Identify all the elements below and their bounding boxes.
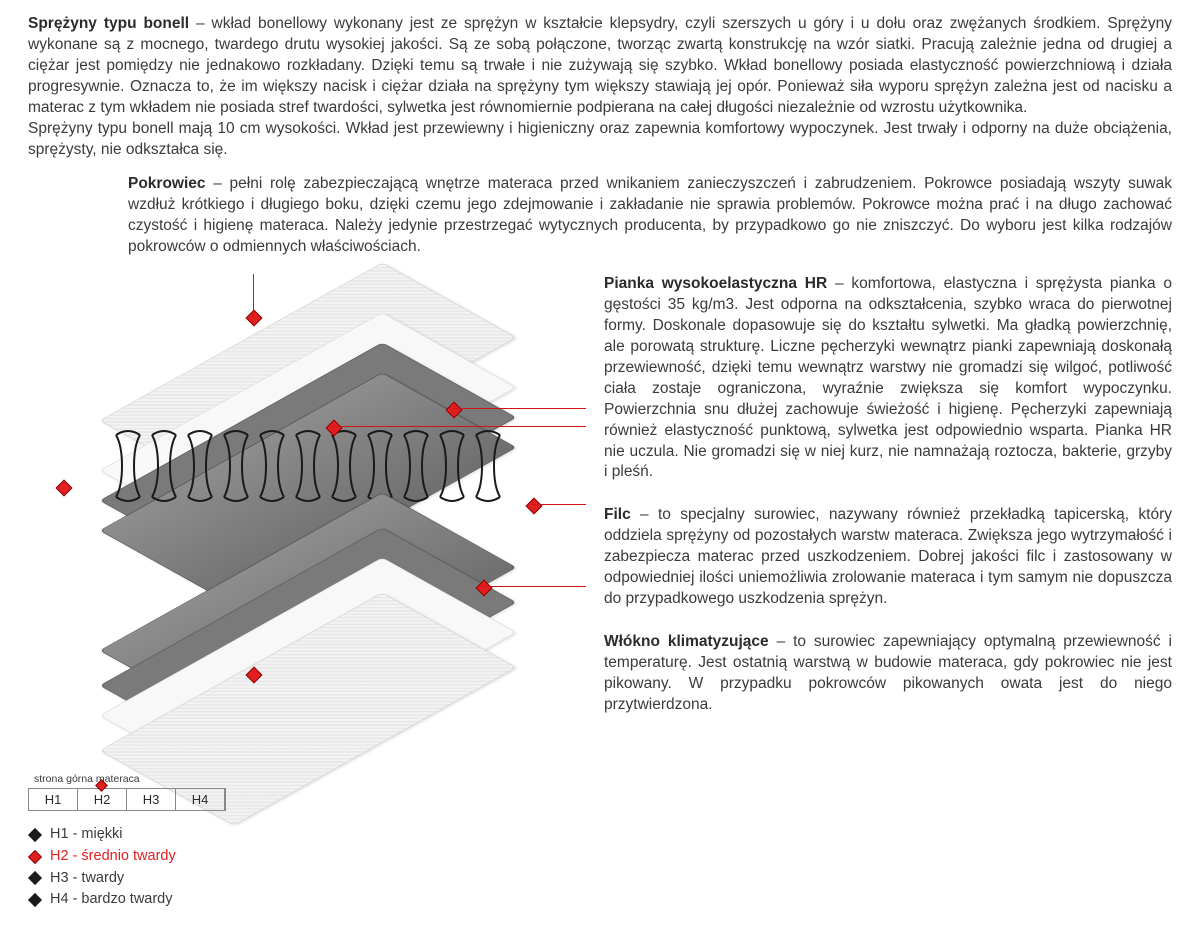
bonell-text-1: – wkład bonellowy wykonany jest ze spręż… bbox=[28, 15, 1172, 116]
pianka-title: Pianka wysokoelastyczna HR bbox=[604, 275, 827, 292]
diagram-marker-4 bbox=[526, 498, 543, 515]
hardness-cell-h1: H1 bbox=[29, 789, 78, 811]
pokrowiec-text: – pełni rolę zabezpieczającą wnętrze mat… bbox=[128, 175, 1172, 255]
bonell-title: Sprężyny typu bonell bbox=[28, 15, 189, 32]
pokrowiec-title: Pokrowiec bbox=[128, 175, 206, 192]
leader-line-1 bbox=[332, 426, 586, 427]
wlokno-title: Włókno klimatyzujące bbox=[604, 633, 769, 650]
hardness-item-label: H4 - bardzo twardy bbox=[50, 890, 173, 910]
filc-text: – to specjalny surowiec, nazywany równie… bbox=[604, 506, 1172, 607]
diamond-icon bbox=[28, 871, 42, 885]
diagram-marker-0 bbox=[246, 310, 263, 327]
hardness-item-h3: H3 - twardy bbox=[28, 869, 1172, 889]
bonell-section: Sprężyny typu bonell – wkład bonellowy w… bbox=[28, 14, 1172, 160]
hardness-list: H1 - miękkiH2 - średnio twardyH3 - tward… bbox=[28, 825, 1172, 909]
layer-coils bbox=[108, 429, 508, 503]
hardness-item-label: H3 - twardy bbox=[50, 869, 124, 889]
pianka-section: Pianka wysokoelastyczna HR – komfortowa,… bbox=[604, 274, 1172, 483]
middle-row: Pianka wysokoelastyczna HR – komfortowa,… bbox=[28, 274, 1172, 738]
hardness-cell-h4: H4 bbox=[176, 789, 225, 811]
hardness-item-label: H2 - średnio twardy bbox=[50, 847, 176, 867]
hardness-item-h4: H4 - bardzo twardy bbox=[28, 890, 1172, 910]
hardness-bar: H1H2H3H4 bbox=[28, 788, 226, 812]
mattress-diagram bbox=[28, 274, 588, 704]
pokrowiec-section: Pokrowiec – pełni rolę zabezpieczającą w… bbox=[128, 174, 1172, 258]
diagram-marker-3 bbox=[56, 480, 73, 497]
leader-line-3 bbox=[532, 504, 586, 505]
filc-section: Filc – to specjalny surowiec, nazywany r… bbox=[604, 505, 1172, 610]
hardness-cell-h3: H3 bbox=[127, 789, 176, 811]
wlokno-section: Włókno klimatyzujące – to surowiec zapew… bbox=[604, 632, 1172, 716]
right-text-column: Pianka wysokoelastyczna HR – komfortowa,… bbox=[588, 274, 1172, 738]
hardness-item-label: H1 - miękki bbox=[50, 825, 123, 845]
hardness-item-h2: H2 - średnio twardy bbox=[28, 847, 1172, 867]
filc-title: Filc bbox=[604, 506, 631, 523]
diamond-icon bbox=[28, 850, 42, 864]
hardness-legend: strona górna materaca H1H2H3H4 H1 - mięk… bbox=[28, 772, 1172, 910]
diamond-icon bbox=[28, 828, 42, 842]
leader-line-2 bbox=[452, 408, 586, 409]
bonell-paragraph-1: Sprężyny typu bonell – wkład bonellowy w… bbox=[28, 14, 1172, 119]
pianka-text: – komfortowa, elastyczna i sprężysta pia… bbox=[604, 275, 1172, 480]
bonell-paragraph-2: Sprężyny typu bonell mają 10 cm wysokośc… bbox=[28, 119, 1172, 161]
leader-line-0 bbox=[253, 274, 254, 318]
hardness-item-h1: H1 - miękki bbox=[28, 825, 1172, 845]
hardness-cell-h2: H2 bbox=[78, 789, 127, 811]
leader-line-4 bbox=[482, 586, 586, 587]
diamond-icon bbox=[28, 893, 42, 907]
